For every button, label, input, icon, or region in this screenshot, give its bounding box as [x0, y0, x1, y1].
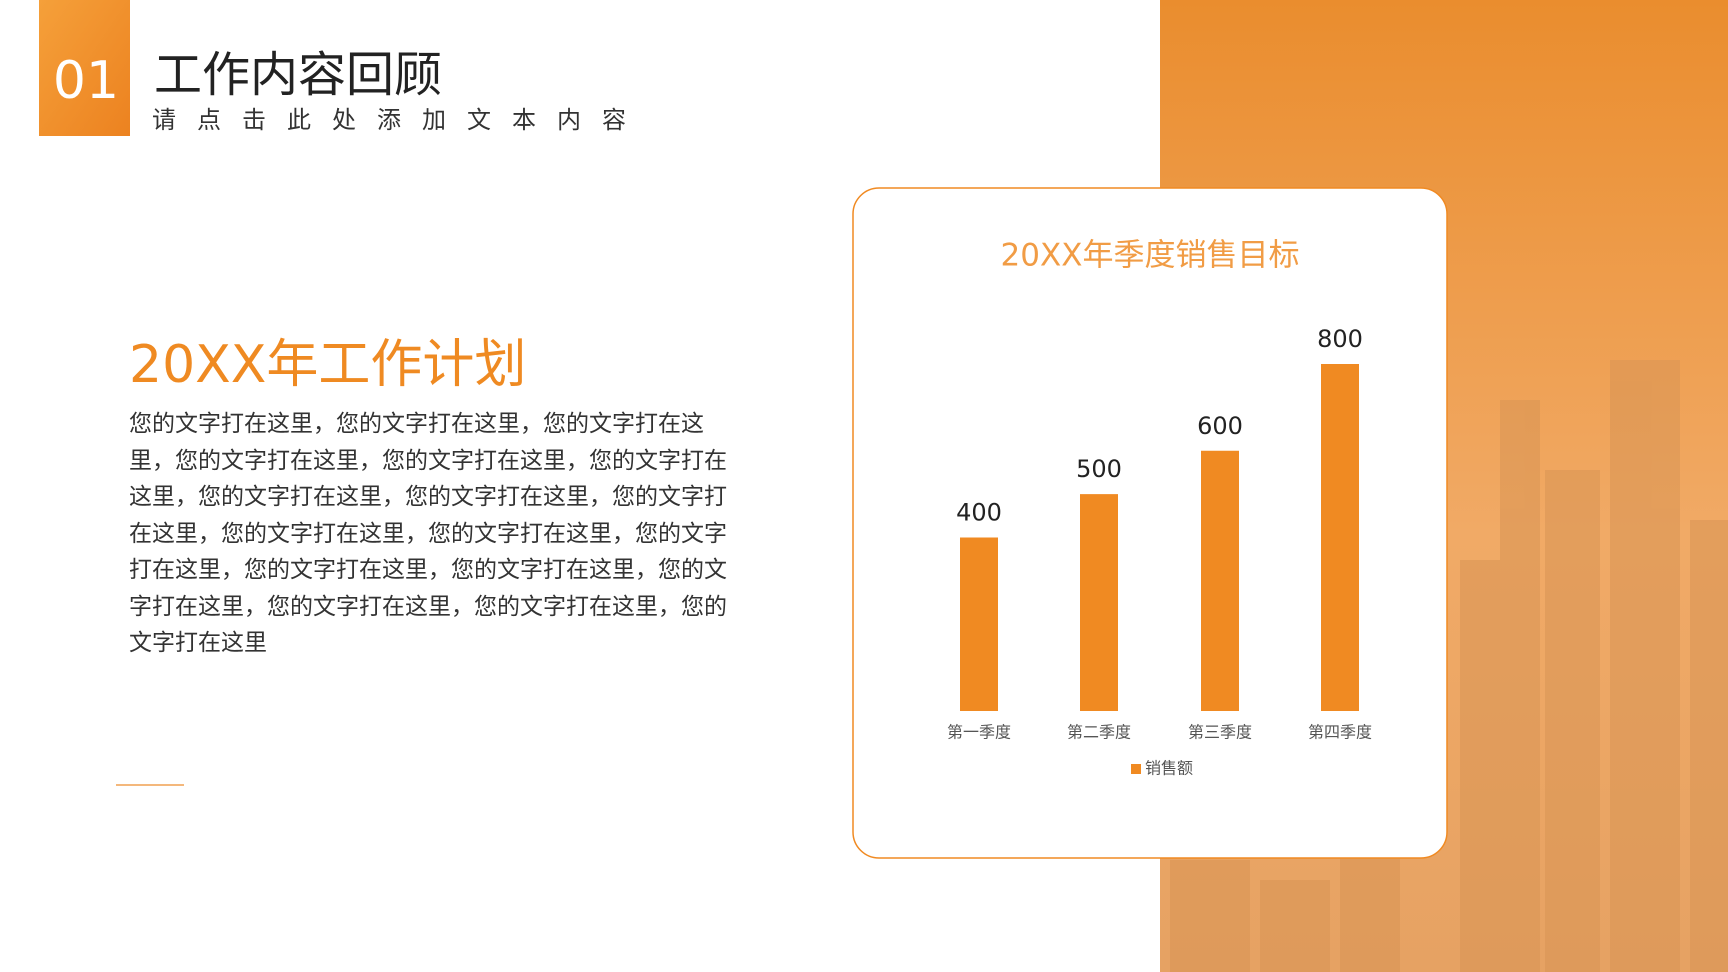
section-number: 01 — [53, 51, 119, 111]
value-label: 400 — [956, 499, 1002, 527]
bar — [960, 537, 998, 711]
bar — [1080, 494, 1118, 711]
page-subtitle: 请点击此处添加文本内容 — [152, 106, 647, 134]
x-tick-label: 第四季度 — [1308, 723, 1372, 742]
bar — [1201, 450, 1239, 711]
value-label: 800 — [1317, 325, 1363, 353]
chart-title: 20XX年季度销售目标 — [1001, 238, 1300, 274]
x-tick-label: 第二季度 — [1067, 723, 1131, 742]
x-tick-label: 第三季度 — [1188, 723, 1252, 742]
value-label: 500 — [1076, 455, 1122, 483]
city-silhouette — [1170, 360, 1728, 972]
number-tag — [39, 0, 130, 136]
legend-label: 销售额 — [1145, 759, 1193, 778]
legend-swatch — [1131, 764, 1141, 774]
chart-card — [852, 187, 1448, 859]
x-tick-label: 第一季度 — [947, 723, 1011, 742]
section-title: 20XX年工作计划 — [129, 335, 526, 395]
page-title: 工作内容回顾 — [154, 47, 442, 103]
body-text: 您的文字打在这里，您的文字打在这里，您的文字打在这里，您的文字打在这里，您的文字… — [129, 411, 727, 656]
value-label: 600 — [1197, 412, 1243, 440]
bar — [1321, 364, 1359, 711]
